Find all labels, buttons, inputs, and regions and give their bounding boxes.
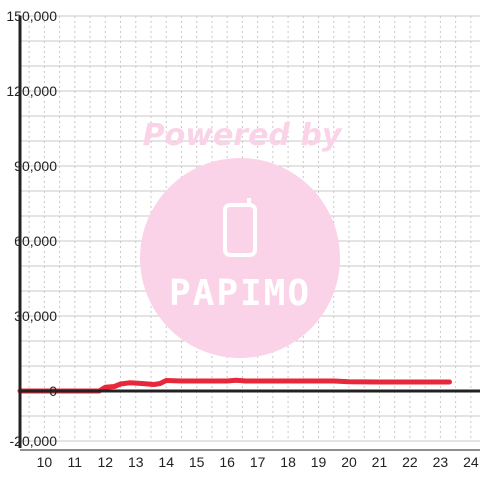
- watermark-text: Powered by: [143, 118, 343, 153]
- tick-labels: 150,000 120,000 90,000 60,000 30,000 0 -20,000…: [6, 8, 478, 470]
- watermark-circle: [140, 158, 340, 358]
- y-tick-label: 90,000: [14, 158, 57, 174]
- x-tick-label: 14: [158, 454, 174, 470]
- x-tick-label: 16: [219, 454, 235, 470]
- x-tick-label: 22: [402, 454, 418, 470]
- axes: [18, 16, 480, 451]
- y-tick-label: 60,000: [14, 233, 57, 249]
- x-tick-label: 24: [463, 454, 479, 470]
- x-tick-label: 15: [189, 454, 205, 470]
- x-tick-label: 18: [280, 454, 296, 470]
- x-tick-label: 23: [433, 454, 449, 470]
- x-tick-label: 17: [250, 454, 266, 470]
- x-tick-label: 11: [68, 454, 83, 470]
- y-tick-label: -20,000: [10, 433, 58, 449]
- x-tick-label: 19: [311, 454, 327, 470]
- x-tick-label: 12: [98, 454, 114, 470]
- x-tick-label: 13: [128, 454, 144, 470]
- series-line: [17, 377, 452, 394]
- y-tick-label: 150,000: [6, 8, 57, 24]
- y-tick-label: 120,000: [6, 83, 57, 99]
- phone-icon: [223, 198, 257, 257]
- watermark: Powered by PAPIMO: [140, 118, 343, 358]
- y-tick-label: 30,000: [14, 308, 57, 324]
- watermark-logo: PAPIMO: [169, 273, 311, 314]
- x-tick-label: 21: [372, 454, 388, 470]
- x-tick-label: 20: [341, 454, 357, 470]
- series-layer: [17, 377, 452, 394]
- x-tick-label: 10: [37, 454, 53, 470]
- y-tick-label: 0: [49, 383, 57, 399]
